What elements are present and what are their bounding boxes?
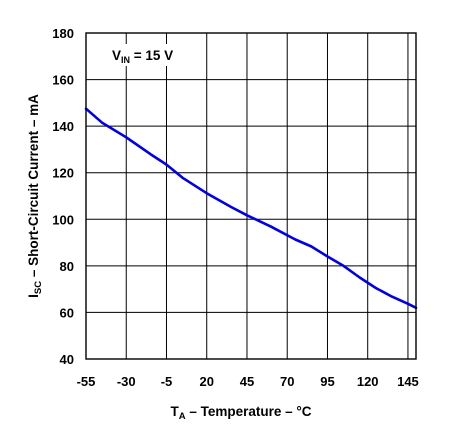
x-tick-label: -55 bbox=[77, 374, 96, 389]
annotation-vin: VIN = 15 V bbox=[112, 48, 173, 65]
x-tick-label: 20 bbox=[199, 374, 213, 389]
y-tick-label: 160 bbox=[52, 73, 74, 88]
y-axis-label-rest: – Short-Circuit Current – mA bbox=[26, 94, 41, 281]
x-tick-label: 120 bbox=[357, 374, 379, 389]
x-axis-label-main: T bbox=[170, 404, 179, 419]
y-axis-label-sub: SC bbox=[33, 281, 44, 294]
series-layer bbox=[84, 107, 418, 310]
y-tick-label: 60 bbox=[60, 305, 74, 320]
x-tick-label: 145 bbox=[397, 374, 419, 389]
y-tick-label: 120 bbox=[52, 166, 74, 181]
y-axis-label: ISC – Short-Circuit Current – mA bbox=[26, 94, 44, 298]
x-tick-label: -30 bbox=[117, 374, 136, 389]
y-tick-label: 100 bbox=[52, 212, 74, 227]
y-tick-label: 40 bbox=[60, 352, 74, 367]
x-tick-label: 70 bbox=[280, 374, 294, 389]
y-axis-label-main: I bbox=[26, 294, 41, 298]
x-axis-label-rest: – Temperature – °C bbox=[186, 404, 312, 419]
plot-frame bbox=[85, 32, 417, 360]
x-tick-label: 45 bbox=[240, 374, 254, 389]
annotation-rest: = 15 V bbox=[130, 48, 173, 63]
series-line bbox=[84, 107, 418, 310]
x-axis-label-sub: A bbox=[179, 411, 186, 422]
x-tick-labels: -55 -30 -5 20 45 70 95 120 145 bbox=[77, 374, 419, 389]
annotation-background bbox=[106, 44, 188, 66]
y-tick-label: 140 bbox=[52, 119, 74, 134]
annotation-main: V bbox=[112, 48, 121, 63]
grid bbox=[85, 32, 416, 360]
x-tick-label: 95 bbox=[320, 374, 334, 389]
x-tick-label: -5 bbox=[161, 374, 173, 389]
x-axis-label: TA – Temperature – °C bbox=[170, 404, 311, 422]
y-tick-label: 80 bbox=[60, 259, 74, 274]
y-tick-label: 180 bbox=[52, 26, 74, 41]
annotation-sub: IN bbox=[121, 55, 130, 65]
y-tick-labels: 40 60 80 100 120 140 160 180 bbox=[52, 26, 74, 367]
